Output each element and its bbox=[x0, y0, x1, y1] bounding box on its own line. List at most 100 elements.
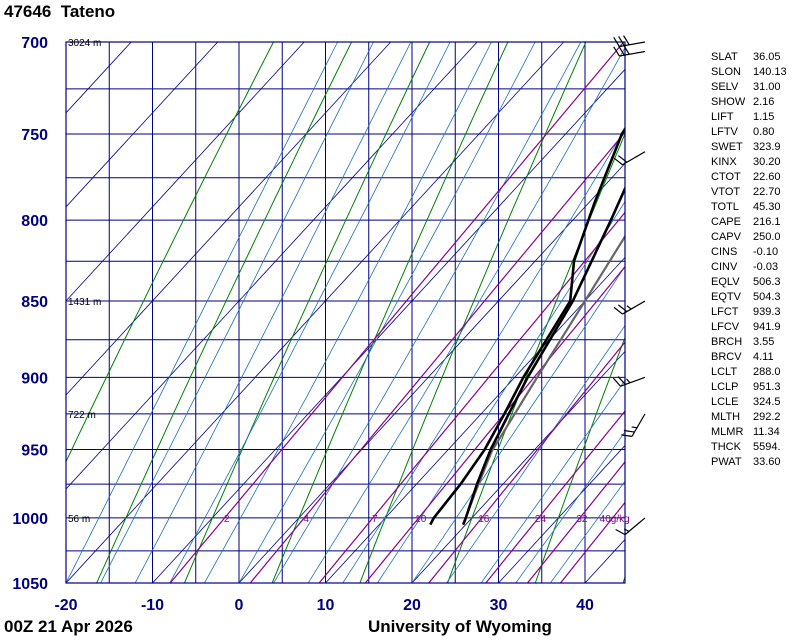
dry-adiabat-line bbox=[96, 42, 353, 583]
index-value: -0.10 bbox=[753, 246, 779, 258]
wind-barb-flag bbox=[617, 155, 628, 163]
mixing-ratio-label: 32 bbox=[576, 514, 588, 525]
temperature-tick-label: 40 bbox=[576, 597, 594, 614]
index-row: CTOT 22.60 bbox=[711, 170, 787, 185]
dry-adiabat-line bbox=[447, 132, 625, 583]
index-name: BRCV bbox=[711, 351, 742, 363]
moist-adiabat-line bbox=[66, 42, 338, 583]
moist-adiabat-line bbox=[204, 42, 492, 583]
wind-barb-staff bbox=[620, 376, 646, 387]
index-value: 30.20 bbox=[753, 156, 781, 168]
moist-adiabat-line bbox=[134, 42, 412, 583]
index-value: 2.16 bbox=[753, 96, 775, 108]
index-name: LCLP bbox=[711, 381, 739, 393]
moist-adiabat-line bbox=[515, 431, 625, 583]
mixing-ratio-line bbox=[560, 501, 625, 583]
dry-adiabat-line bbox=[359, 42, 587, 583]
wind-barb-staff bbox=[622, 300, 646, 315]
isotherm-line bbox=[152, 68, 625, 583]
mixing-ratio-label: 24 bbox=[535, 514, 547, 525]
mixing-ratio-line bbox=[364, 265, 625, 583]
index-value: 216.1 bbox=[753, 216, 781, 228]
index-row: SLON 140.13 bbox=[711, 65, 787, 80]
index-value: 31.00 bbox=[753, 81, 781, 93]
index-row: LIFT 1.15 bbox=[711, 110, 787, 125]
index-value: 1.15 bbox=[753, 111, 775, 123]
isotherm-line bbox=[0, 42, 45, 583]
height-label: 722 m bbox=[68, 410, 96, 421]
wind-barb-flag bbox=[613, 306, 623, 315]
wind-barb-half-flag bbox=[625, 378, 631, 384]
moist-adiabat-line bbox=[100, 42, 374, 583]
index-value: 951.3 bbox=[753, 381, 781, 393]
mixing-ratio-line bbox=[169, 42, 625, 583]
index-row: VTOT 22.70 bbox=[711, 185, 787, 200]
index-name: SWET bbox=[711, 141, 743, 153]
height-label: 3024 m bbox=[68, 38, 101, 49]
mixing-ratio-line bbox=[249, 131, 625, 583]
index-value: 140.13 bbox=[753, 66, 787, 78]
index-row: SWET 323.9 bbox=[711, 140, 787, 155]
moist-adiabat-line bbox=[550, 480, 625, 583]
wind-barb-half-flag bbox=[631, 426, 638, 429]
wind-barb-half-flag bbox=[626, 305, 632, 310]
wind-barb bbox=[621, 413, 646, 437]
index-value: 288.0 bbox=[753, 366, 781, 378]
mixing-ratio-label: 2 bbox=[224, 514, 230, 525]
wind-barb bbox=[613, 300, 646, 315]
index-value: 0.80 bbox=[753, 126, 775, 138]
index-row: CINV -0.03 bbox=[711, 260, 787, 275]
index-value: 292.2 bbox=[753, 411, 781, 423]
height-label: 56 m bbox=[68, 514, 90, 525]
index-value: 33.60 bbox=[753, 456, 781, 468]
wind-barb-flag bbox=[623, 429, 635, 433]
index-name: SLON bbox=[711, 66, 741, 78]
mixing-ratio-line bbox=[527, 460, 625, 583]
index-value: 939.3 bbox=[753, 306, 781, 318]
moist-adiabat-line bbox=[238, 42, 536, 583]
index-name: VTOT bbox=[711, 186, 741, 198]
moist-adiabat-line bbox=[307, 46, 625, 583]
index-row: CAPV 250.0 bbox=[711, 230, 787, 245]
pressure-tick-label: 850 bbox=[21, 294, 48, 311]
wind-barb-flag bbox=[621, 434, 633, 437]
index-row: MLTH 292.2 bbox=[711, 410, 787, 425]
isotherm-line bbox=[66, 42, 305, 302]
wind-barb bbox=[612, 376, 646, 387]
wind-barb-flag bbox=[617, 304, 628, 313]
index-name: LCLE bbox=[711, 396, 739, 408]
parcel-path bbox=[462, 234, 625, 525]
index-value: 250.0 bbox=[753, 231, 781, 243]
mixing-ratio-label: 10 bbox=[415, 514, 427, 525]
wind-barb-flag bbox=[618, 36, 625, 46]
index-value: 11.34 bbox=[753, 426, 780, 438]
wind-barb-flag bbox=[613, 46, 620, 57]
plot-frame bbox=[65, 41, 626, 584]
index-value: 22.70 bbox=[753, 186, 781, 198]
temperature-tick-label: -10 bbox=[141, 597, 164, 614]
index-value: 22.60 bbox=[753, 171, 781, 183]
index-row: MLMR 11.34 bbox=[711, 425, 787, 440]
wind-barb-staff bbox=[624, 517, 646, 536]
index-name: LFTV bbox=[711, 126, 738, 138]
isotherm-line bbox=[66, 42, 391, 396]
moist-adiabat-line bbox=[342, 128, 625, 583]
index-row: LCLP 951.3 bbox=[711, 380, 787, 395]
mixing-ratio-label: 7 bbox=[372, 514, 378, 525]
station-name: Tateno bbox=[60, 2, 116, 21]
mixing-ratio-line bbox=[485, 410, 625, 583]
wind-barb-staff bbox=[619, 50, 646, 57]
index-value: 504.3 bbox=[753, 291, 781, 303]
index-row: LCLT 288.0 bbox=[711, 365, 787, 380]
index-value: 36.05 bbox=[753, 51, 781, 63]
indices-panel: SLAT 36.05 SLON 140.13 SELV 31.00 SHOW 2.16 LIFT… bbox=[711, 50, 787, 470]
wind-barb-half-flag bbox=[623, 528, 630, 532]
mixing-ratio-line bbox=[428, 341, 625, 583]
index-name: TOTL bbox=[711, 201, 739, 213]
temperature-tick-label: 10 bbox=[317, 597, 335, 614]
index-row: EQTV 504.3 bbox=[711, 290, 787, 305]
index-row: SHOW 2.16 bbox=[711, 95, 787, 110]
index-value: 506.3 bbox=[753, 276, 781, 288]
index-name: SLAT bbox=[711, 51, 738, 63]
